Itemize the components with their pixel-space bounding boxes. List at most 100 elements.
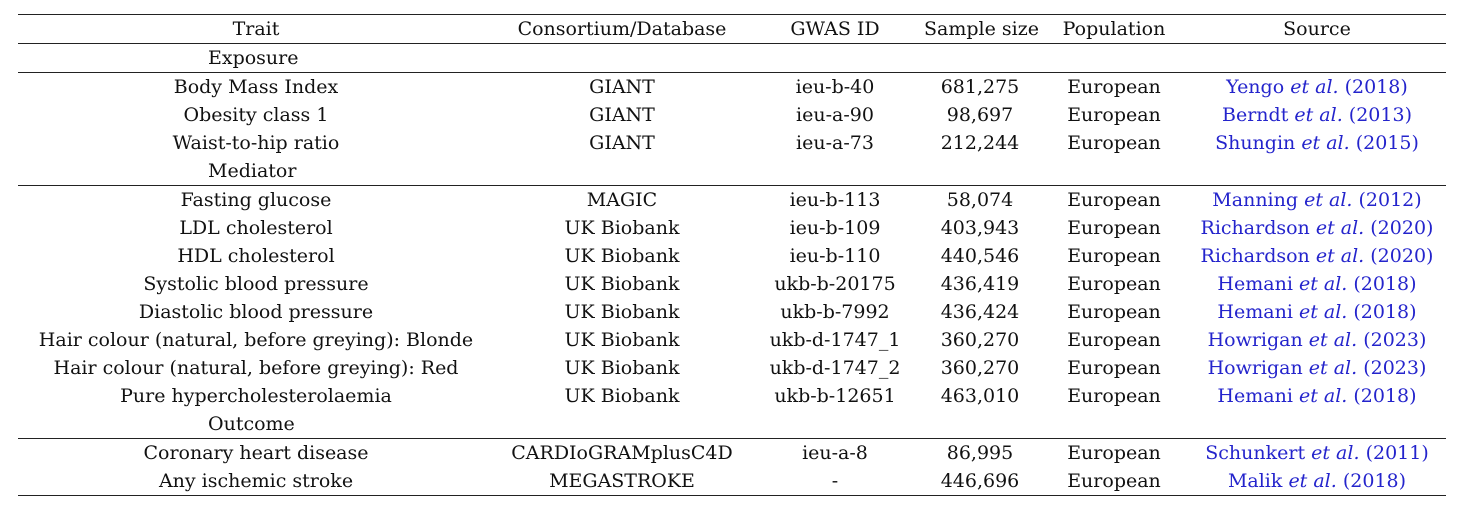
citation-author: Malik: [1227, 470, 1283, 492]
citation-link[interactable]: Hemani et al. (2018): [1217, 273, 1416, 295]
citation-author: Berndt: [1222, 104, 1289, 126]
citation-author: Schunkert: [1205, 442, 1306, 464]
section-label: Outcome: [18, 410, 1446, 439]
cell-trait: Any ischemic stroke: [158, 470, 354, 492]
table-body: Exposure Body Mass Index GIANT ieu-b-40 681,…: [18, 43, 1446, 496]
cell-consortium: UK Biobank: [564, 329, 680, 351]
citation-author: Shungin: [1215, 132, 1296, 154]
table-row: Waist-to-hip ratio GIANT ieu-a-73 212,244 Eu…: [18, 129, 1446, 157]
citation-year: (2020): [1370, 245, 1434, 267]
cell-consortium: GIANT: [589, 104, 655, 126]
citation-link[interactable]: Hemani et al. (2018): [1217, 301, 1416, 323]
table-row: Fasting glucose MAGIC ieu-b-113 58,074 Europ…: [18, 186, 1446, 215]
header-row: Trait Consortium/Database GWAS ID Sample…: [18, 14, 1446, 44]
citation-author: Hemani: [1217, 385, 1293, 407]
cell-gwas-id: ukb-d-1747_2: [769, 357, 901, 379]
citation-link[interactable]: Shungin et al. (2015): [1215, 132, 1419, 154]
citation-link[interactable]: Richardson et al. (2020): [1201, 217, 1434, 239]
citation-author: Hemani: [1217, 273, 1293, 295]
citation-year: (2018): [1353, 301, 1417, 323]
cell-sample-size: 212,244: [940, 132, 1020, 154]
citation-author: Howrigan: [1207, 357, 1303, 379]
cell-consortium: UK Biobank: [564, 357, 680, 379]
cell-source: Richardson et al. (2020): [1188, 242, 1446, 270]
cell-population: European: [1067, 245, 1161, 267]
citation-year: (2023): [1363, 329, 1427, 351]
citation-author: Manning: [1212, 189, 1299, 211]
section-label: Exposure: [18, 43, 1446, 73]
citation-year: (2018): [1344, 76, 1408, 98]
citation-etal: et al.: [1290, 76, 1339, 98]
cell-population: European: [1067, 217, 1161, 239]
citation-etal: et al.: [1308, 357, 1358, 379]
cell-gwas-id: ieu-b-40: [795, 76, 875, 98]
citation-year: (2011): [1365, 442, 1429, 464]
section-row-mediator: Mediator: [18, 157, 1446, 186]
table-row: Coronary heart disease CARDIoGRAMplusC4D i…: [18, 439, 1446, 468]
header-consortium: Consortium/Database: [517, 18, 727, 40]
citation-year: (2018): [1342, 470, 1407, 492]
citation-link[interactable]: Malik et al. (2018): [1228, 470, 1406, 492]
citation-etal: et al.: [1311, 442, 1360, 464]
citation-year: (2012): [1358, 189, 1422, 211]
citation-link[interactable]: Yengo et al. (2018): [1226, 76, 1408, 98]
cell-consortium: MEGASTROKE: [549, 470, 695, 492]
cell-sample-size: 360,270: [940, 329, 1020, 351]
cell-trait: HDL cholesterol: [177, 245, 335, 267]
cell-consortium: UK Biobank: [564, 217, 680, 239]
cell-trait: Pure hypercholesterolaemia: [120, 385, 392, 407]
citation-link[interactable]: Berndt et al. (2013): [1222, 104, 1412, 126]
cell-trait: Hair colour (natural, before greying): B…: [38, 329, 474, 351]
cell-trait: Coronary heart disease: [143, 442, 369, 464]
section-label: Mediator: [18, 157, 1446, 186]
cell-trait: Systolic blood pressure: [143, 273, 369, 295]
table-row: Hair colour (natural, before greying): R…: [18, 354, 1446, 382]
citation-etal: et al.: [1304, 189, 1353, 211]
cell-sample-size: 436,419: [940, 273, 1020, 295]
citation-author: Richardson: [1200, 245, 1310, 267]
section-row-outcome: Outcome: [18, 410, 1446, 439]
header-sample-size: Sample size: [924, 18, 1039, 40]
citation-author: Hemani: [1217, 301, 1293, 323]
cell-consortium: UK Biobank: [564, 301, 680, 323]
table-header: Trait Consortium/Database GWAS ID Sample…: [18, 14, 1446, 44]
cell-consortium: GIANT: [589, 76, 655, 98]
cell-consortium: UK Biobank: [564, 385, 680, 407]
cell-source: Howrigan et al. (2023): [1188, 354, 1446, 382]
cell-population: European: [1067, 273, 1161, 295]
cell-trait: Diastolic blood pressure: [138, 301, 374, 323]
cell-gwas-id: ieu-b-109: [789, 217, 881, 239]
cell-gwas-id: -: [831, 470, 839, 492]
citation-etal: et al.: [1298, 385, 1348, 407]
citation-link[interactable]: Richardson et al. (2020): [1201, 245, 1434, 267]
cell-sample-size: 403,943: [940, 217, 1020, 239]
cell-source: Schunkert et al. (2011): [1188, 439, 1446, 468]
cell-sample-size: 440,546: [940, 245, 1020, 267]
cell-sample-size: 681,275: [940, 76, 1020, 98]
cell-sample-size: 436,424: [940, 301, 1020, 323]
cell-consortium: UK Biobank: [564, 245, 680, 267]
cell-sample-size: 360,270: [940, 357, 1020, 379]
cell-population: European: [1067, 442, 1161, 464]
cell-sample-size: 86,995: [946, 442, 1014, 464]
citation-link[interactable]: Howrigan et al. (2023): [1208, 357, 1427, 379]
header-trait: Trait: [232, 18, 280, 40]
cell-population: European: [1067, 132, 1161, 154]
cell-sample-size: 58,074: [946, 189, 1014, 211]
cell-source: Yengo et al. (2018): [1188, 73, 1446, 102]
table-row: Diastolic blood pressure UK Biobank ukb-b-…: [18, 298, 1446, 326]
cell-consortium: MAGIC: [586, 189, 658, 211]
citation-link[interactable]: Howrigan et al. (2023): [1208, 329, 1427, 351]
cell-gwas-id: ukb-b-20175: [774, 273, 896, 295]
citation-link[interactable]: Hemani et al. (2018): [1217, 385, 1416, 407]
citation-year: (2020): [1370, 217, 1434, 239]
cell-population: European: [1067, 189, 1161, 211]
cell-gwas-id: ieu-a-73: [796, 132, 874, 154]
citation-link[interactable]: Schunkert et al. (2011): [1205, 442, 1429, 464]
cell-sample-size: 446,696: [940, 470, 1020, 492]
citation-etal: et al.: [1288, 470, 1337, 492]
cell-consortium: CARDIoGRAMplusC4D: [511, 442, 733, 464]
gwas-data-table: Trait Consortium/Database GWAS ID Sample…: [18, 14, 1446, 496]
citation-link[interactable]: Manning et al. (2012): [1212, 189, 1421, 211]
table-row: Pure hypercholesterolaemia UK Biobank ukb-…: [18, 382, 1446, 410]
